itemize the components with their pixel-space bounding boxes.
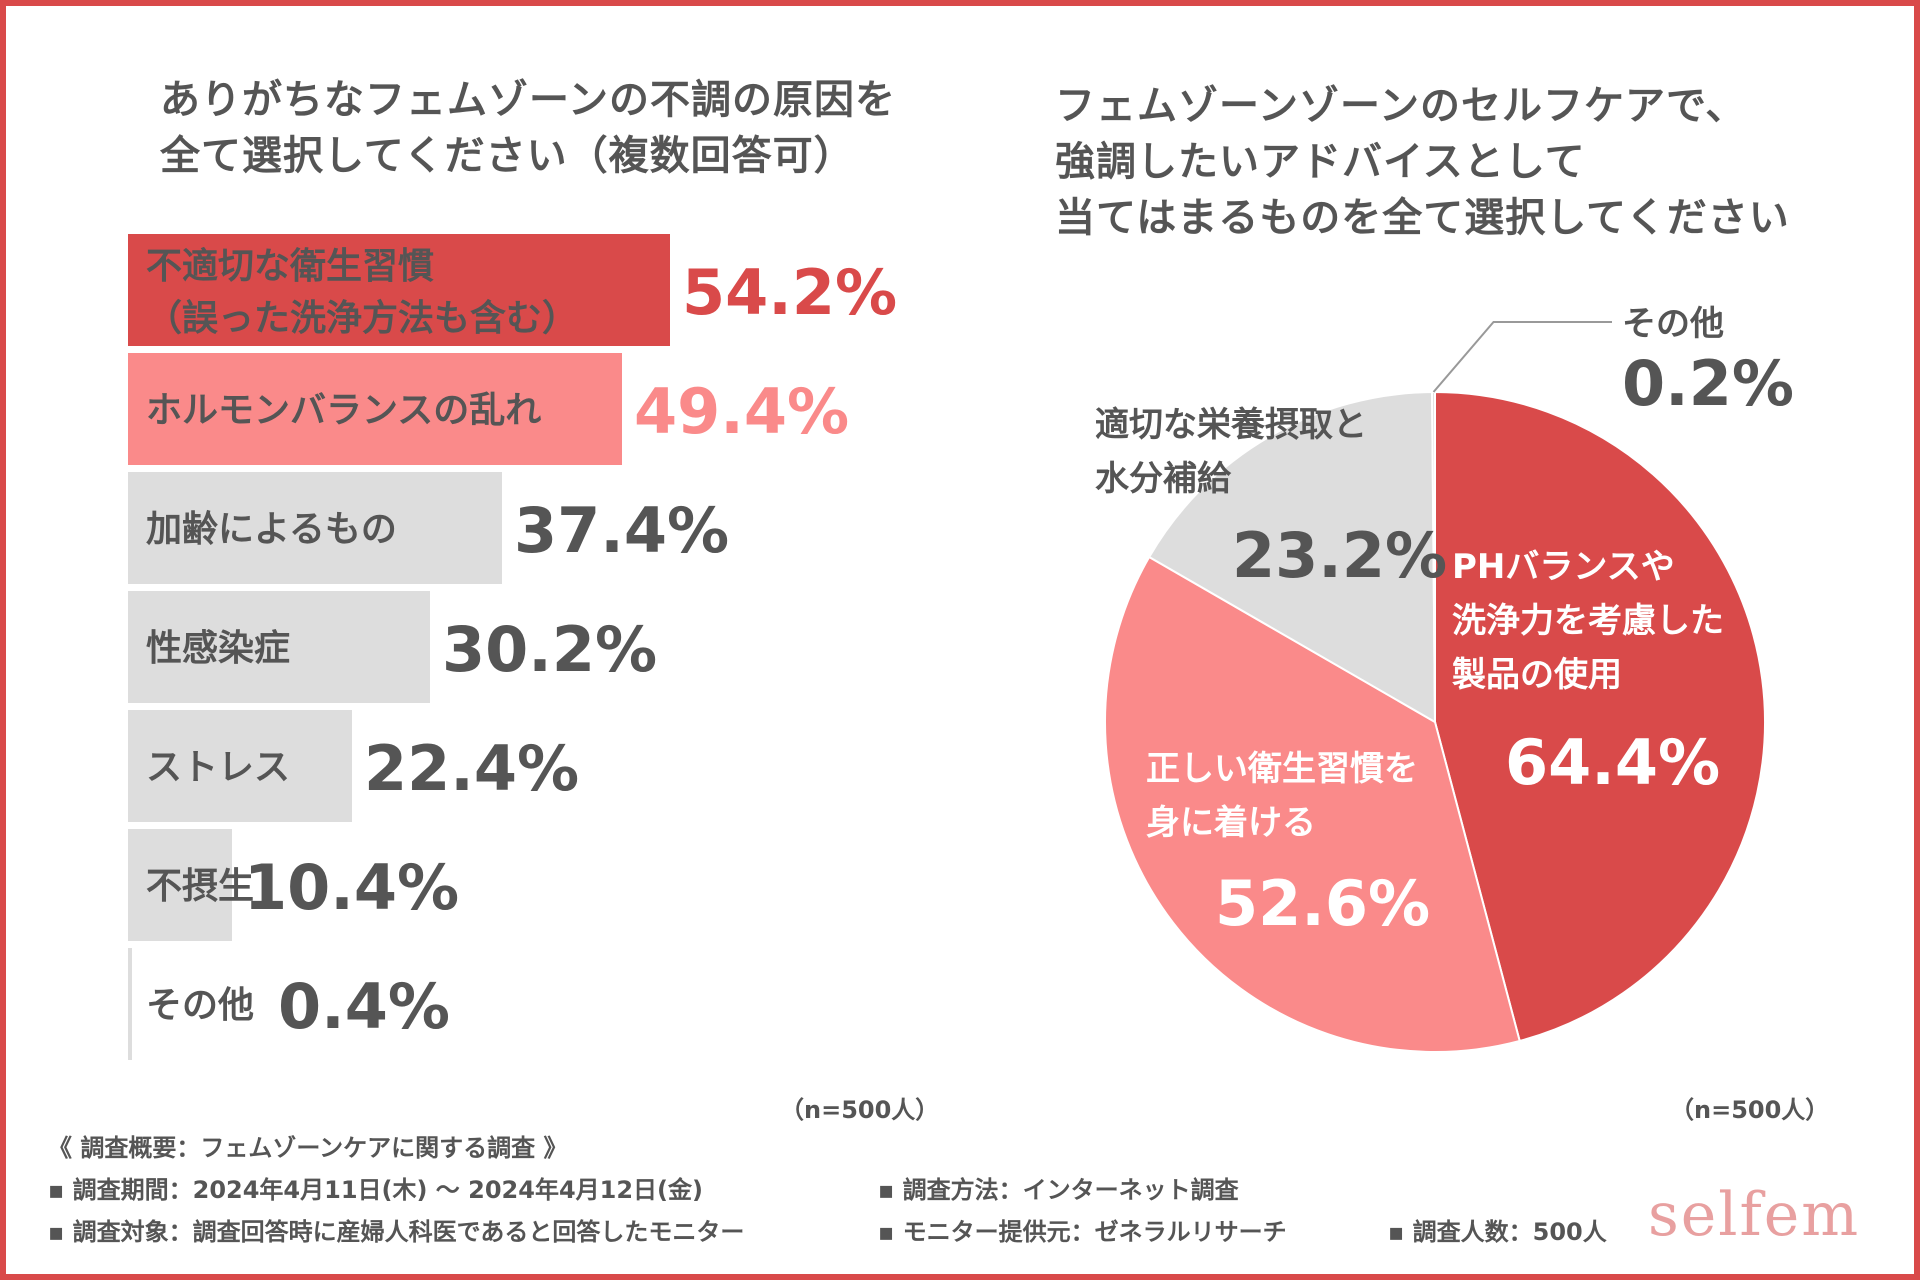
label-line: その他 [1622, 304, 1724, 344]
label-line: 性感染症 [146, 628, 290, 669]
bar-category-label: ホルモンバランスの乱れ [146, 390, 541, 431]
bar-value-label: 22.4% [364, 732, 579, 805]
bar-3 [128, 591, 430, 703]
bar-value-label: 10.4% [244, 851, 459, 924]
survey-period: ▪ 調査期間：2024年4月11日(木) ～ 2024年4月12日(金) [48, 1176, 703, 1204]
pie-value-label: 64.4% [1505, 726, 1720, 799]
label-line: 水分補給 [1095, 459, 1232, 499]
label-line: 洗浄力を考慮した [1452, 601, 1724, 641]
survey-heading: 《 調査概要：フェムゾーンケアに関する調査 》 [48, 1134, 568, 1162]
pie-value-label: 52.6% [1215, 867, 1430, 940]
pie-category-label: 適切な栄養摂取と水分補給 [1095, 405, 1367, 499]
bar-chart-sample-note: （n=500人） [780, 1096, 940, 1124]
survey-method: ▪ 調査方法：インターネット調査 [878, 1176, 1239, 1204]
bar-0 [128, 234, 670, 346]
bar-6 [128, 948, 132, 1060]
pie-leader-line [1432, 321, 1612, 393]
bar-2 [128, 472, 502, 584]
bar-value-label: 37.4% [514, 494, 729, 567]
pie-chart-title: フェムゾーンゾーンのセルフケアで、 強調したいアドバイスとして 当てはまるものを… [1055, 83, 1790, 241]
selfem-logo: selfem [1648, 1180, 1861, 1250]
bar-category-label: 加齢によるもの [146, 509, 397, 550]
bar-value-label: 54.2% [682, 256, 897, 329]
label-line: 製品の使用 [1452, 655, 1622, 695]
pie-slice-1 [1104, 555, 1521, 1053]
bar-5 [128, 829, 232, 941]
bar-chart-title: ありがちなフェムゾーンの不調の原因を 全て選択してください（複数回答可） [160, 77, 896, 179]
label-line: 不適切な衛生習慣 [146, 246, 434, 287]
label-line: （誤った洗浄方法も含む） [146, 298, 578, 339]
bar-category-label: その他 [146, 985, 254, 1026]
bar-category-label: 不摂生 [146, 866, 254, 907]
pie-chart-sample-note: （n=500人） [1670, 1096, 1830, 1124]
label-line: 適切な栄養摂取と [1095, 405, 1367, 445]
pie-value-label: 0.2% [1622, 347, 1794, 420]
bar-value-label: 0.4% [278, 970, 450, 1043]
bar-category-label: ストレス [146, 747, 290, 788]
pie-category-label: PHバランスや洗浄力を考慮した製品の使用 [1452, 547, 1724, 695]
bar-4 [128, 710, 352, 822]
label-line: ホルモンバランスの乱れ [146, 390, 541, 431]
label-line: その他 [146, 985, 254, 1026]
survey-target: ▪ 調査対象：調査回答時に産婦人科医であると回答したモニター [48, 1218, 745, 1246]
pie-slice-2 [1147, 391, 1437, 724]
survey-provider: ▪ モニター提供元：ゼネラルリサーチ [878, 1218, 1287, 1246]
pie-chart: PHバランスや洗浄力を考慮した製品の使用 64.4% 正しい衛生習慣を身に着ける 52… [1095, 304, 1794, 1053]
bar-category-label: 性感染症 [146, 628, 290, 669]
pie-category-label: 正しい衛生習慣を身に着ける [1146, 749, 1418, 843]
bar-value-label: 49.4% [634, 375, 849, 448]
label-line: ストレス [146, 747, 290, 788]
pie-value-label: 23.2% [1232, 519, 1447, 592]
bar-category-label: 不適切な衛生習慣 （誤った洗浄方法も含む） [146, 246, 578, 339]
pie-category-label: その他 [1622, 304, 1724, 344]
label-line: 不摂生 [146, 866, 254, 907]
bar-1 [128, 353, 622, 465]
survey-summary: 《 調査概要：フェムゾーンケアに関する調査 》 ▪ 調査期間：2024年4月11… [48, 1128, 1608, 1258]
bar-chart: 不適切な衛生習慣 （誤った洗浄方法も含む） 54.2% ホルモンバランスの乱れ 49.4… [128, 234, 897, 1060]
label-line: 正しい衛生習慣を [1146, 749, 1418, 789]
survey-count: ▪ 調査人数：500人 [1388, 1218, 1607, 1246]
bar-value-label: 30.2% [442, 613, 657, 686]
label-line: 加齢によるもの [146, 509, 397, 550]
label-line: PHバランスや [1452, 547, 1675, 587]
pie-slice-0 [1434, 390, 1766, 1043]
label-line: 身に着ける [1146, 803, 1316, 843]
